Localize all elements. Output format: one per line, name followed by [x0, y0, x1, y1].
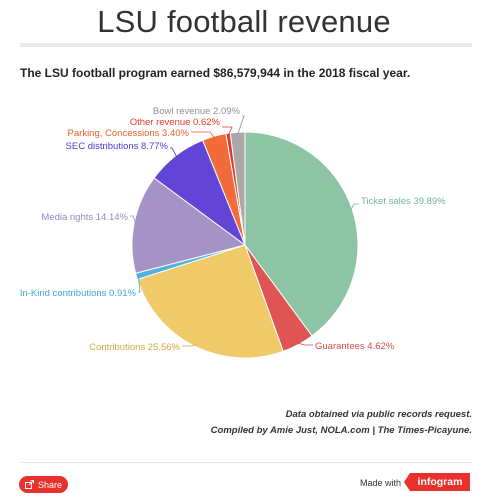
footer-divider	[20, 462, 472, 463]
slice-label: SEC distributions 8.77%	[66, 141, 169, 152]
chart-title: LSU football revenue	[97, 4, 391, 39]
leader-line	[130, 215, 137, 225]
pie-slice-ticket-sales[interactable]	[244, 131, 359, 337]
credit-note: Compiled by Amie Just, NOLA.com | The Ti…	[210, 425, 472, 436]
made-with-text: Made with	[360, 478, 402, 488]
pie-slice-media-rights[interactable]	[131, 177, 247, 274]
slice-label: Other revenue 0.62%	[130, 117, 221, 128]
leader-line	[191, 131, 215, 139]
leader-line	[297, 342, 313, 346]
slice-label: Media rights 14.14%	[41, 212, 128, 223]
source-note: Data obtained via public records request…	[285, 409, 472, 420]
pie-slice-contributions[interactable]	[136, 244, 284, 359]
share-icon	[24, 480, 34, 489]
pie-slice-bowl-revenue[interactable]	[229, 131, 246, 246]
leader-line	[170, 147, 178, 158]
chart-subtitle: The LSU football program earned $86,579,…	[20, 66, 411, 80]
slice-label: Bowl revenue 2.09%	[153, 106, 241, 117]
leader-line	[137, 275, 141, 293]
slice-label: In-Kind contributions 0.91%	[20, 288, 137, 299]
slice-label: Guarantees 4.62%	[315, 341, 395, 352]
infogram-logo[interactable]: infogram	[404, 473, 470, 491]
share-button[interactable]: Share	[19, 476, 68, 493]
leader-line	[182, 344, 197, 347]
slice-label: Ticket sales 39.89%	[361, 196, 446, 207]
share-label: Share	[37, 479, 63, 490]
leader-line	[350, 203, 359, 211]
leader-line	[222, 126, 233, 136]
leader-line	[237, 115, 245, 135]
slice-label: Parking, Concessions 3.40%	[68, 128, 190, 139]
slice-label: Contributions 25.56%	[89, 342, 180, 353]
title-divider	[20, 43, 472, 47]
